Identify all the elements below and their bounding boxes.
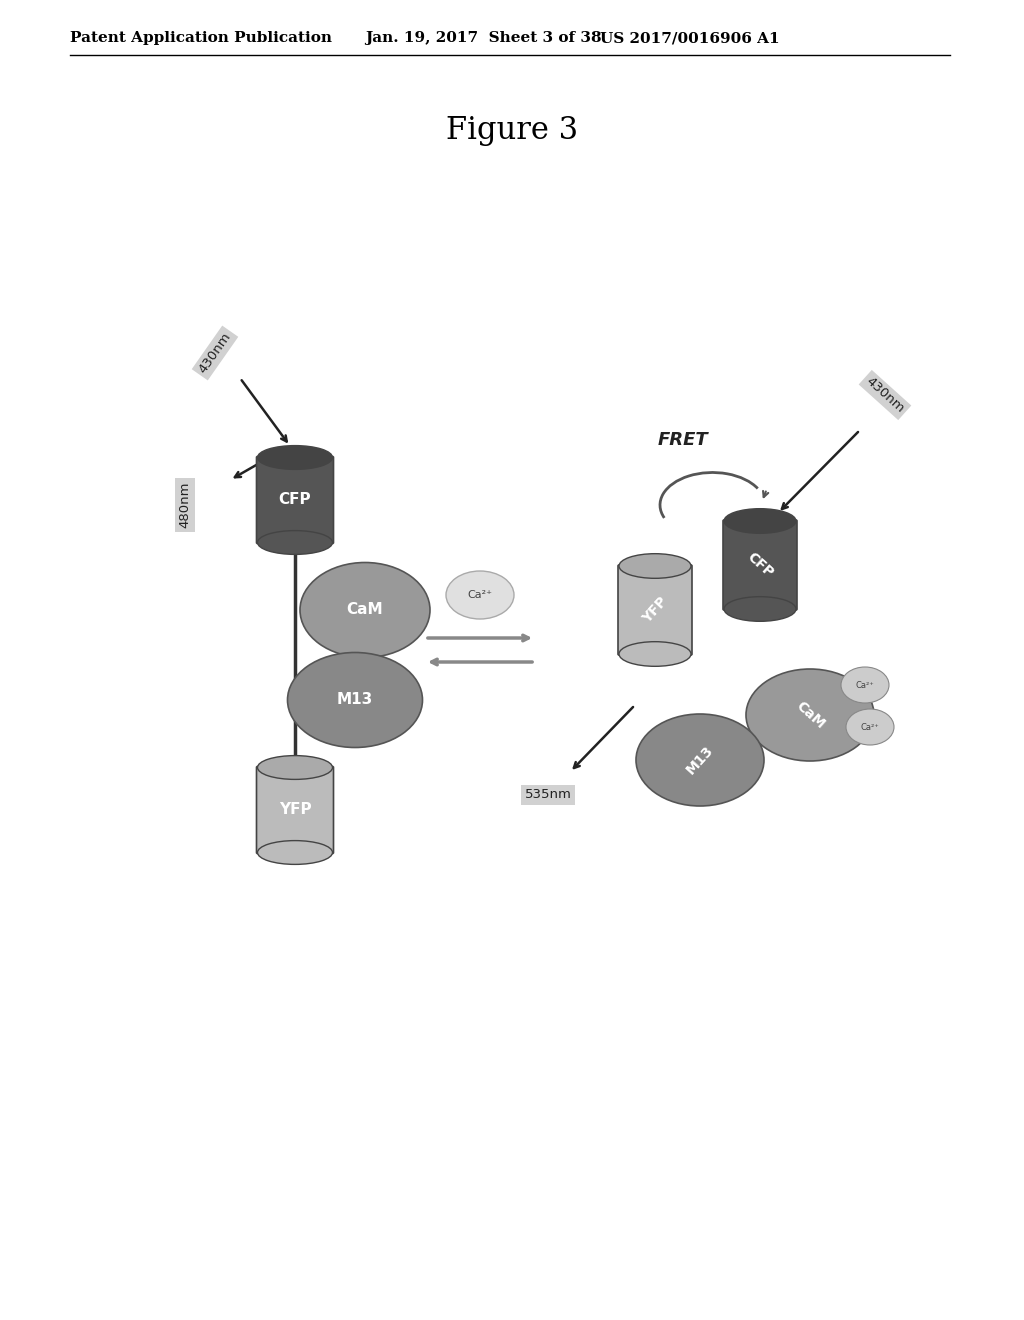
- Text: Patent Application Publication: Patent Application Publication: [70, 30, 332, 45]
- Ellipse shape: [257, 841, 333, 865]
- FancyBboxPatch shape: [618, 565, 692, 655]
- Text: CFP: CFP: [279, 492, 311, 507]
- Ellipse shape: [846, 709, 894, 744]
- Text: 430nm: 430nm: [863, 375, 906, 416]
- Text: Ca²⁺: Ca²⁺: [860, 722, 880, 731]
- Ellipse shape: [300, 562, 430, 657]
- Ellipse shape: [618, 642, 691, 667]
- Text: 535nm: 535nm: [524, 788, 571, 801]
- Text: 430nm: 430nm: [197, 330, 233, 376]
- Text: CaM: CaM: [347, 602, 383, 618]
- Text: 480nm: 480nm: [178, 482, 191, 528]
- Text: Figure 3: Figure 3: [445, 115, 579, 145]
- Text: CaM: CaM: [793, 698, 827, 731]
- FancyBboxPatch shape: [256, 457, 334, 544]
- Text: US 2017/0016906 A1: US 2017/0016906 A1: [600, 30, 779, 45]
- Text: FRET: FRET: [657, 432, 708, 449]
- Ellipse shape: [288, 652, 423, 747]
- Text: YFP: YFP: [640, 594, 670, 626]
- Text: Ca²⁺: Ca²⁺: [468, 590, 493, 601]
- Ellipse shape: [636, 714, 764, 807]
- Text: CFP: CFP: [744, 549, 776, 581]
- Ellipse shape: [724, 508, 796, 533]
- Text: M13: M13: [337, 693, 373, 708]
- Text: M13: M13: [684, 743, 716, 777]
- Ellipse shape: [841, 667, 889, 704]
- Ellipse shape: [257, 755, 333, 779]
- Ellipse shape: [446, 572, 514, 619]
- Text: YFP: YFP: [279, 803, 311, 817]
- Ellipse shape: [724, 597, 796, 622]
- Ellipse shape: [257, 531, 333, 554]
- FancyBboxPatch shape: [723, 520, 797, 610]
- Text: Jan. 19, 2017  Sheet 3 of 38: Jan. 19, 2017 Sheet 3 of 38: [365, 30, 602, 45]
- Text: Ca²⁺: Ca²⁺: [856, 681, 874, 689]
- Ellipse shape: [746, 669, 874, 762]
- FancyBboxPatch shape: [256, 767, 334, 854]
- Ellipse shape: [257, 446, 333, 470]
- Ellipse shape: [618, 553, 691, 578]
